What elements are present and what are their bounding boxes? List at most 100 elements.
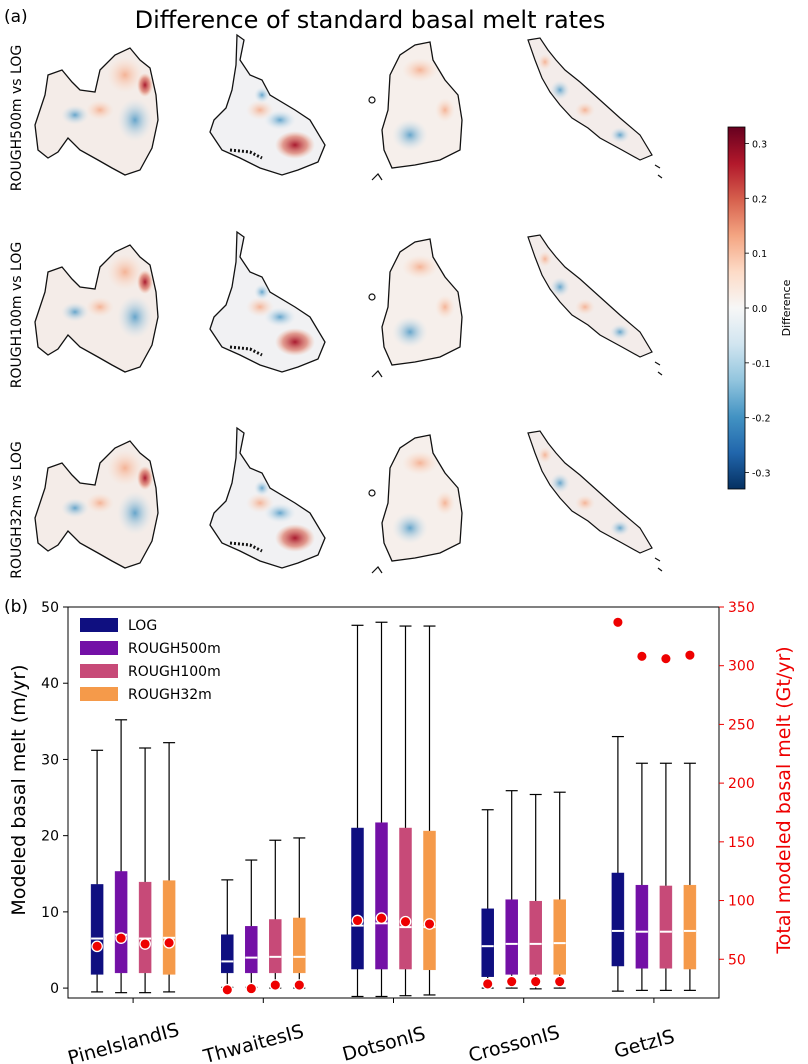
- panel-b-label: (b): [4, 597, 28, 617]
- box-rough32m: [683, 884, 697, 970]
- total-dot: [269, 979, 282, 991]
- total-dot: [139, 938, 151, 950]
- y-tick-label: 40: [41, 676, 59, 692]
- total-dot: [505, 975, 518, 988]
- x-tick-label: PineIslandIS: [66, 1019, 182, 1064]
- map-thwaites: [209, 33, 326, 176]
- x-tick-label: DotsonIS: [340, 1023, 428, 1064]
- total-dot: [221, 983, 234, 996]
- colorbar-tick-label: -0.3: [752, 469, 771, 480]
- legend: LOG ROUGH500m ROUGH100m ROUGH32m: [74, 612, 259, 704]
- colorbar-tick-label: -0.1: [752, 359, 771, 370]
- box-log: [221, 934, 234, 974]
- total-dot: [351, 914, 364, 927]
- row-label-2: ROUGH100m vs LOG: [9, 242, 25, 388]
- map-dotson: [368, 41, 463, 181]
- map-row-1: [34, 33, 663, 181]
- box-log: [90, 884, 104, 975]
- box-rough100m: [529, 900, 542, 975]
- y2-tick-label: 250: [728, 717, 755, 733]
- box-rough500m: [505, 899, 518, 975]
- x-tick-label: CrossonIS: [466, 1021, 562, 1064]
- y-tick-label: 10: [41, 905, 59, 921]
- box-rough500m: [245, 926, 258, 974]
- boxes: [90, 621, 697, 998]
- legend-label: LOG: [128, 618, 157, 634]
- y2-tick-label: 100: [728, 894, 755, 910]
- box-rough100m: [399, 827, 412, 970]
- box-rough100m: [269, 919, 282, 974]
- y2-tick-label: 350: [728, 600, 755, 616]
- total-dot: [684, 649, 696, 661]
- total-dot: [423, 918, 436, 930]
- legend-swatch-rough500m: [80, 641, 118, 655]
- total-dot: [245, 982, 258, 995]
- map-getz: [527, 37, 663, 179]
- x-tick-label: GetzIS: [612, 1026, 677, 1063]
- box-rough32m: [293, 917, 306, 974]
- colorbar-tick-label: 0.0: [752, 304, 767, 315]
- map-row-3: [33, 426, 664, 575]
- legend-label: ROUGH500m: [128, 641, 221, 657]
- colorbar-label: Difference: [780, 279, 793, 336]
- colorbar-tick-label: 0.3: [752, 139, 767, 150]
- y-tick-label: 30: [41, 752, 59, 768]
- box-rough500m: [114, 871, 128, 974]
- legend-label: ROUGH100m: [128, 664, 221, 680]
- box-rough32m: [423, 830, 436, 971]
- row-label-1: ROUGH500m vs LOG: [9, 45, 25, 191]
- box-rough32m: [162, 880, 176, 975]
- box-rough500m: [375, 822, 388, 970]
- total-dot: [115, 932, 127, 944]
- colorbar: 0.3 0.2 0.1 0.0 -0.1 -0.2 -0.3 Difference: [727, 126, 793, 490]
- x-tick-label: ThwaitesIS: [200, 1020, 306, 1064]
- legend-swatch-log: [80, 618, 118, 632]
- box-rough100m: [138, 881, 152, 974]
- y2-tick-label: 300: [728, 659, 755, 675]
- total-dot: [612, 616, 624, 629]
- y2-tick-label: 150: [728, 835, 755, 851]
- panel-a-label: (a): [4, 7, 28, 27]
- y-tick-label: 0: [50, 981, 59, 997]
- y-tick-label: 50: [41, 600, 59, 616]
- total-dot: [163, 936, 175, 949]
- total-dots: [91, 616, 696, 996]
- total-dot: [660, 652, 672, 665]
- y2-tick-label: 200: [728, 776, 755, 792]
- box-log: [351, 827, 364, 970]
- y2-axis-label: Total modeled basal melt (Gt/yr): [773, 646, 795, 954]
- left-axis-ticks: 0 10 20 30 40 50: [41, 600, 68, 997]
- box-log: [481, 908, 494, 977]
- total-dot: [375, 912, 388, 925]
- total-dot: [529, 975, 542, 988]
- colorbar-tick-label: 0.1: [752, 249, 767, 260]
- total-dot: [91, 940, 103, 953]
- boxplot-chart: 0 10 20 30 40 50 50 100 150 200 250 300 350 PineIsl…: [8, 600, 795, 1064]
- y-axis-label: Modeled basal melt (m/yr): [8, 664, 30, 915]
- colorbar-tick-label: 0.2: [752, 194, 767, 205]
- box-rough500m: [635, 884, 649, 969]
- panel-a-title: Difference of standard basal melt rates: [135, 6, 606, 34]
- colorbar-gradient: [727, 126, 746, 490]
- box-rough100m: [659, 885, 673, 969]
- map-pine-island: [34, 47, 159, 176]
- legend-swatch-rough100m: [80, 664, 118, 678]
- row-label-3: ROUGH32m vs LOG: [9, 441, 25, 578]
- total-dot: [293, 979, 306, 991]
- total-dot: [399, 915, 412, 928]
- legend-label: ROUGH32m: [128, 687, 212, 703]
- total-dot: [636, 650, 648, 663]
- box-log: [611, 872, 625, 967]
- legend-swatch-rough32m: [80, 687, 118, 701]
- x-axis-ticks: PineIslandIS ThwaitesIS DotsonIS CrossonIS G…: [66, 998, 677, 1064]
- map-row-2: [33, 230, 664, 379]
- y2-tick-label: 50: [728, 952, 746, 968]
- colorbar-ticks: 0.3 0.2 0.1 0.0 -0.1 -0.2 -0.3: [745, 139, 771, 480]
- right-axis-ticks: 50 100 150 200 250 300 350: [719, 600, 755, 968]
- total-dot: [553, 975, 566, 988]
- y-tick-label: 20: [41, 829, 59, 845]
- total-dot: [481, 978, 494, 990]
- colorbar-tick-label: -0.2: [752, 414, 771, 425]
- box-rough32m: [553, 899, 566, 975]
